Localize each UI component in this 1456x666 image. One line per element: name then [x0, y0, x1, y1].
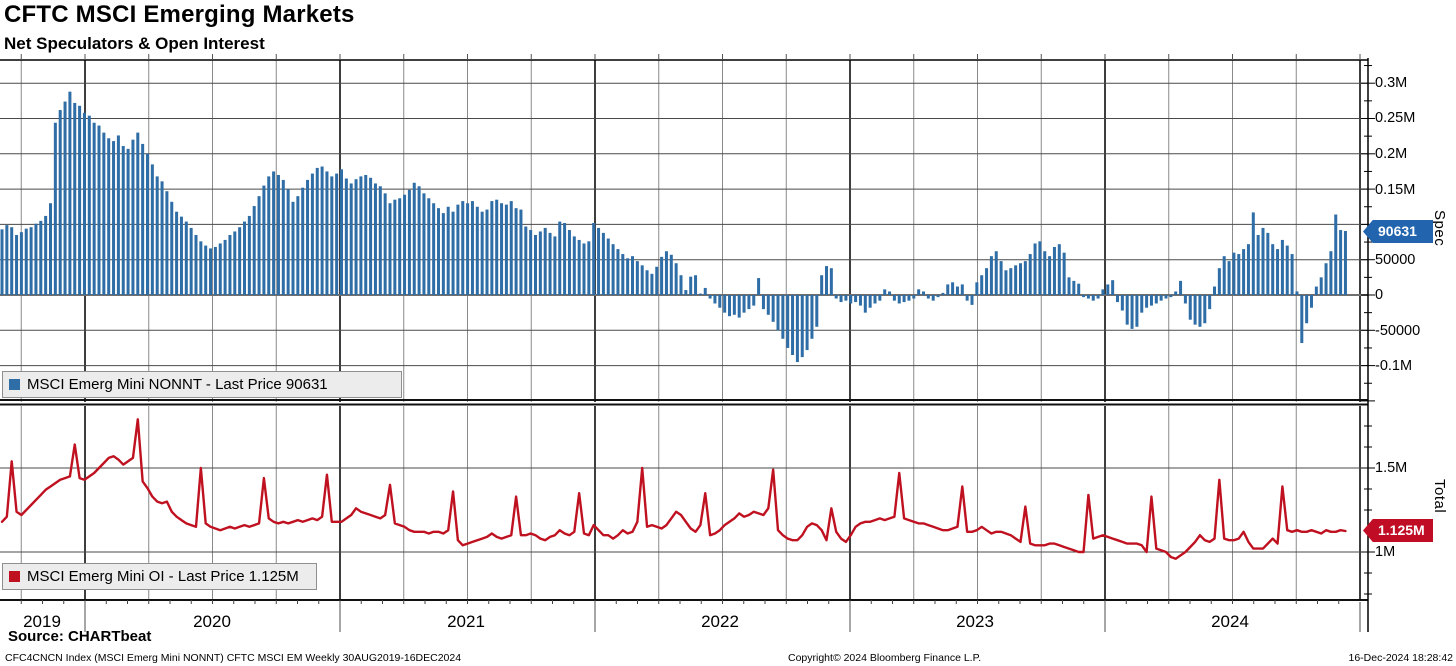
spec-axis-title: Spec — [1431, 210, 1448, 247]
ticker-meta-label: CFC4CNCN Index (MSCI Emerg Mini NONNT) C… — [5, 652, 462, 664]
total-last-price-badge: 1.125M — [1363, 519, 1433, 542]
total-axis-title: Total — [1431, 479, 1448, 514]
spec-legend-swatch-icon — [9, 379, 20, 390]
spec-ytick-6: 0 — [1375, 287, 1384, 303]
spec-ytick-3: 0.15M — [1375, 182, 1416, 198]
spec-last-price-badge: 90631 — [1363, 220, 1433, 243]
xaxis-year-2024: 2024 — [1211, 612, 1249, 631]
xaxis-year-2023: 2023 — [956, 612, 994, 631]
spec-legend: MSCI Emerg Mini NONNT - Last Price 90631 — [2, 371, 402, 398]
total-legend: MSCI Emerg Mini OI - Last Price 1.125M — [2, 563, 317, 590]
total-ytick-1: 1M — [1375, 544, 1396, 560]
copyright-label: Copyright© 2024 Bloomberg Finance L.P. — [788, 652, 982, 664]
page-subtitle: Net Speculators & Open Interest — [4, 34, 265, 53]
total-ytick-0: 1.5M — [1375, 460, 1408, 476]
datetime-stamp: 16-Dec-2024 18:28:42 — [1348, 652, 1454, 664]
xaxis-year-2022: 2022 — [701, 612, 739, 631]
spec-ytick-1: 0.25M — [1375, 110, 1416, 126]
spec-ytick-8: -0.1M — [1375, 358, 1413, 374]
xaxis-year-2019: 2019 — [23, 612, 61, 631]
spec-legend-label: MSCI Emerg Mini NONNT - Last Price 90631 — [27, 376, 328, 393]
source-label: Source: CHARTbeat — [8, 628, 152, 645]
spec-ytick-0: 0.3M — [1375, 75, 1408, 91]
spec-ytick-2: 0.2M — [1375, 146, 1408, 162]
xaxis-year-2021: 2021 — [447, 612, 485, 631]
spec-ytick-7: -50000 — [1375, 323, 1421, 339]
xaxis-year-2020: 2020 — [193, 612, 231, 631]
total-legend-label: MSCI Emerg Mini OI - Last Price 1.125M — [27, 568, 299, 585]
total-legend-swatch-icon — [9, 571, 20, 582]
spec-ytick-5: 50000 — [1375, 252, 1416, 268]
page-title: CFTC MSCI Emerging Markets — [4, 1, 355, 28]
